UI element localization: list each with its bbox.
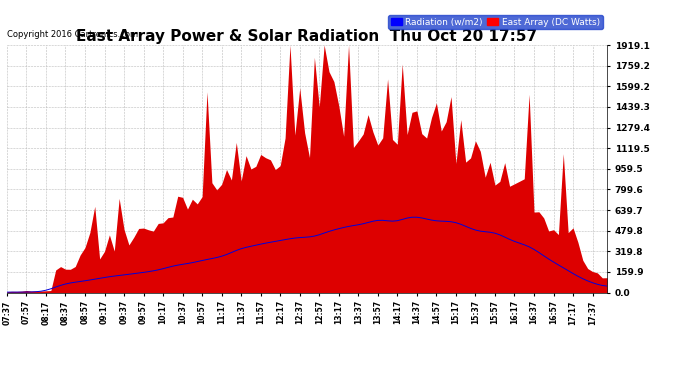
- Text: Copyright 2016 Cartronics.com: Copyright 2016 Cartronics.com: [7, 30, 138, 39]
- Legend: Radiation (w/m2), East Array (DC Watts): Radiation (w/m2), East Array (DC Watts): [388, 15, 602, 29]
- Title: East Array Power & Solar Radiation  Thu Oct 20 17:57: East Array Power & Solar Radiation Thu O…: [77, 29, 538, 44]
